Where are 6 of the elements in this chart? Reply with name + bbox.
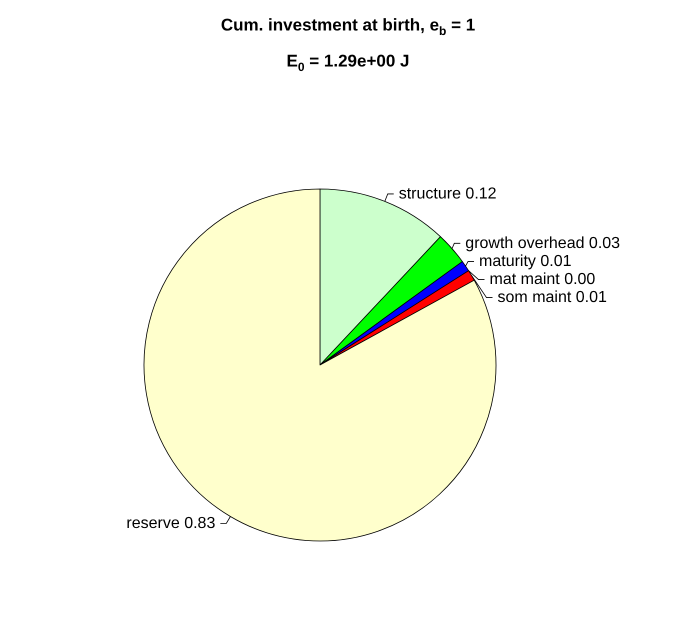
slice-label: structure 0.12	[398, 185, 497, 202]
slice-label: maturity 0.01	[479, 253, 572, 270]
slice-label: growth overhead 0.03	[465, 234, 620, 252]
legend-label: mat maint 0.00	[490, 271, 596, 288]
slice-label: som maint 0.01	[498, 289, 608, 306]
slice-label: reserve 0.83	[126, 514, 216, 532]
